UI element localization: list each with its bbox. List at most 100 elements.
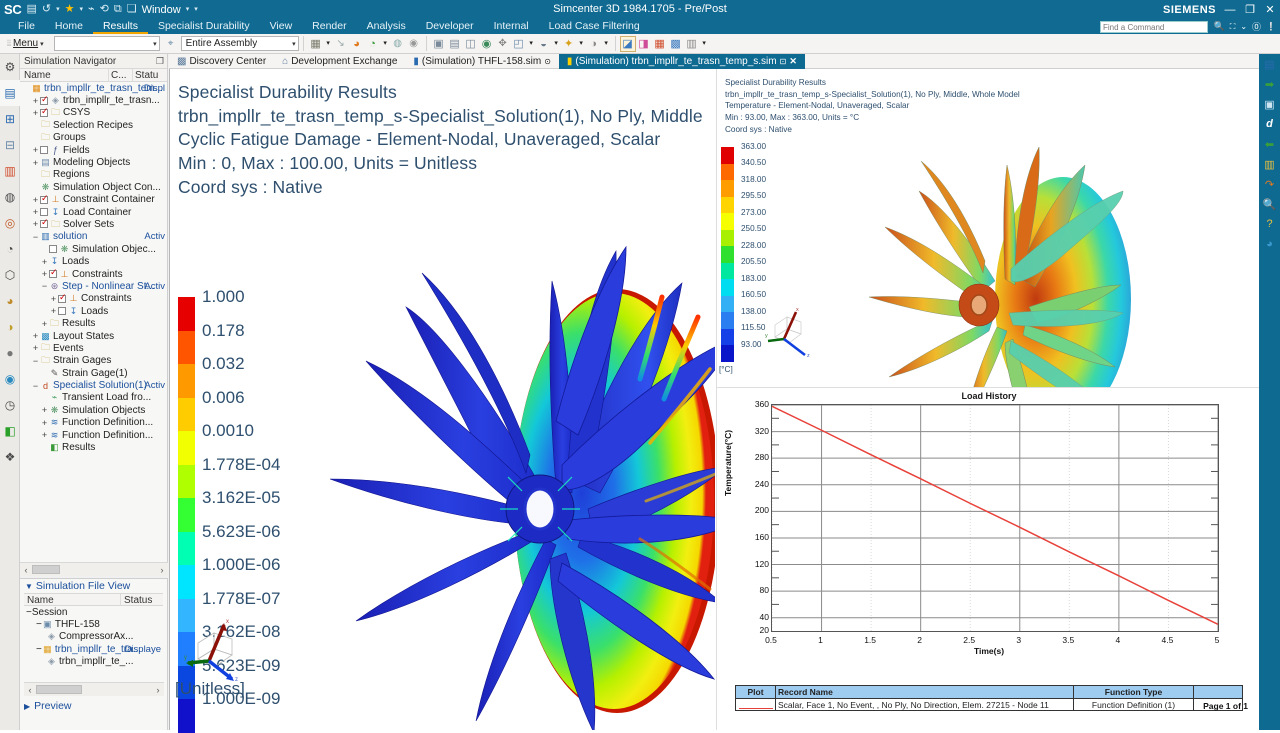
tab-specialist-durability[interactable]: Specialist Durability bbox=[157, 20, 250, 32]
simulation-navigator-icon[interactable]: ▤ bbox=[0, 80, 20, 106]
expand-icon[interactable]: + bbox=[32, 145, 39, 156]
tree-item[interactable]: + 🗀CSYS bbox=[20, 106, 167, 119]
system-navigator-icon[interactable]: ● bbox=[6, 346, 14, 360]
tree-item[interactable]: − 🗀 Strain Gages bbox=[20, 355, 167, 367]
copy-icon[interactable]: ⧉ bbox=[113, 3, 122, 15]
probe-icon[interactable]: ⌁ bbox=[88, 3, 95, 15]
tree-item[interactable]: ⌁ Transient Load fro... bbox=[20, 392, 167, 404]
tree-item-checkbox[interactable] bbox=[58, 292, 67, 303]
collapse-icon[interactable]: − bbox=[32, 380, 39, 391]
tree-item[interactable]: + ƒ Fields bbox=[20, 144, 167, 156]
file-view-row[interactable]: ◈ trbn_impllr_te_... bbox=[24, 656, 163, 668]
window-menu-caret-icon[interactable]: ▾ bbox=[185, 6, 190, 13]
expand-icon[interactable]: + bbox=[41, 417, 48, 428]
window-icon[interactable]: ❏ bbox=[126, 3, 137, 15]
expand-icon[interactable]: + bbox=[41, 269, 48, 280]
tree-item[interactable]: − ▥ solution Activ bbox=[20, 231, 167, 243]
shade-icon[interactable]: ◒ bbox=[540, 37, 547, 50]
tree-item[interactable]: 🗀 Selection Recipes bbox=[20, 119, 167, 131]
tree-item-checkbox[interactable] bbox=[40, 106, 49, 117]
tab-thfl-158-sim[interactable]: ▮ (Simulation) THFL-158.sim ⊙ bbox=[405, 54, 559, 69]
scroll-thumb[interactable] bbox=[32, 565, 60, 574]
close-button[interactable]: ✕ bbox=[1265, 4, 1275, 16]
collapse-icon[interactable]: − bbox=[26, 606, 32, 618]
search-help-icon[interactable]: 🔍 bbox=[1262, 198, 1277, 211]
preview-section-toggle[interactable]: ▶ Preview bbox=[24, 700, 72, 712]
graphics-window[interactable]: Specialist Durability Results trbn_impll… bbox=[169, 69, 1260, 733]
temperature-result-viewport[interactable]: Specialist Durability Results trbn_impll… bbox=[716, 69, 1260, 387]
expand-icon[interactable]: + bbox=[41, 318, 48, 329]
plot-legend-table[interactable]: Plot Record Name Function Type Scalar, F… bbox=[735, 685, 1243, 711]
expand-icon[interactable]: + bbox=[32, 95, 39, 106]
table-dropdown-icon[interactable]: ▾ bbox=[702, 39, 706, 47]
shade-dropdown-icon[interactable]: ▾ bbox=[554, 39, 558, 47]
column-header-name[interactable]: Name bbox=[24, 594, 121, 606]
load-history-chart[interactable]: Load History Temperature(°C) Time(s) Rea… bbox=[717, 388, 1261, 683]
expand-icon[interactable]: + bbox=[32, 331, 39, 341]
tree-item-checkbox[interactable] bbox=[40, 193, 49, 204]
column-header-c[interactable]: C... bbox=[109, 69, 133, 81]
web-browser-icon[interactable]: ◉ bbox=[4, 372, 16, 386]
pin-icon[interactable]: ⊡ bbox=[779, 56, 787, 66]
favorite-dropdown-icon[interactable]: ▾ bbox=[79, 6, 83, 13]
pan-icon[interactable]: ✥ bbox=[498, 37, 507, 49]
render-dropdown-icon[interactable]: ▾ bbox=[579, 39, 583, 47]
scroll-left-icon[interactable]: ‹ bbox=[24, 564, 28, 575]
geometry-icon[interactable]: ◍ bbox=[4, 190, 16, 204]
navigator-horizontal-scrollbar[interactable]: ‹ › bbox=[20, 562, 168, 576]
tree-item[interactable]: + ⊥Constraints bbox=[20, 267, 167, 280]
tree-item[interactable]: + 🗀 Events bbox=[20, 342, 167, 354]
back-icon[interactable]: ⬅ bbox=[1264, 138, 1275, 151]
expand-icon[interactable]: + bbox=[32, 157, 39, 168]
undo-dropdown-icon[interactable]: ▾ bbox=[56, 6, 60, 13]
select-edge-dropdown-icon[interactable]: ▾ bbox=[383, 39, 387, 47]
select-object-icon[interactable]: ▦ bbox=[310, 37, 321, 50]
rotate-icon[interactable]: ◉ bbox=[481, 37, 492, 50]
favorites-icon[interactable]: ❖ bbox=[4, 450, 16, 464]
zoom-window-icon[interactable]: ▤ bbox=[449, 37, 460, 50]
tree-item[interactable]: 🗀 Regions bbox=[20, 169, 167, 181]
tree-item-checkbox[interactable] bbox=[40, 94, 49, 105]
function-navigator-icon[interactable]: ▤ bbox=[1264, 58, 1275, 71]
tree-item[interactable]: + ❋ Simulation Objects bbox=[20, 404, 167, 416]
model-navigator-icon[interactable]: ⊞ bbox=[4, 112, 16, 126]
load-history-panel[interactable]: Load History Temperature(°C) Time(s) Rea… bbox=[716, 387, 1260, 730]
file-view-scrollbar[interactable]: ‹ › bbox=[24, 682, 164, 696]
deselect-icon[interactable]: ↘ bbox=[336, 37, 345, 49]
tree-item[interactable]: + ↧ Loads bbox=[20, 305, 167, 317]
tree-item-checkbox[interactable] bbox=[40, 146, 48, 155]
file-view-title-bar[interactable]: ▼ Simulation File View bbox=[20, 579, 167, 593]
help-icon[interactable]: ⓪ bbox=[1252, 22, 1262, 32]
table-icon[interactable]: ▥ bbox=[686, 37, 697, 50]
redo-help-icon[interactable]: ↷ bbox=[1264, 178, 1275, 191]
collapse-icon[interactable]: − bbox=[36, 643, 42, 655]
roles-icon[interactable]: ◑ bbox=[6, 320, 14, 334]
customize-qat-icon[interactable]: ▾ bbox=[194, 6, 198, 13]
tree-item[interactable]: ▦ trbn_impllr_te_trasn_tem... Displ bbox=[20, 82, 167, 94]
tree-item[interactable]: + ⊥Constraint Container bbox=[20, 193, 167, 206]
impeller-damage-render[interactable] bbox=[170, 69, 715, 730]
tab-home[interactable]: Home bbox=[54, 20, 83, 32]
durability-icon[interactable]: d bbox=[1266, 118, 1273, 130]
tree-item[interactable]: − d Specialist Solution(1) Activ bbox=[20, 379, 167, 391]
settings-icon[interactable]: ⚙ bbox=[4, 60, 16, 74]
tree-item[interactable]: + ≋ Function Definition... bbox=[20, 417, 167, 429]
tree-item[interactable]: ◧ Results bbox=[20, 441, 167, 453]
filter-combo[interactable]: ▾ bbox=[53, 36, 160, 51]
file-view-row[interactable]: − Session bbox=[24, 606, 163, 618]
file-view-row[interactable]: − ▦ trbn_impllr_te_tra... Displaye bbox=[24, 643, 163, 655]
scroll-right-icon[interactable]: › bbox=[156, 684, 160, 695]
tree-item[interactable]: ❋ Simulation Object Con... bbox=[20, 181, 167, 193]
scroll-thumb[interactable] bbox=[36, 685, 82, 694]
tree-item[interactable]: + ↧ Load Container bbox=[20, 206, 167, 218]
tab-view[interactable]: View bbox=[269, 20, 293, 32]
tab-analysis[interactable]: Analysis bbox=[366, 20, 406, 32]
info-icon[interactable]: ❕ bbox=[1266, 22, 1276, 31]
tab-load-case-filtering[interactable]: Load Case Filtering bbox=[548, 20, 640, 32]
question-icon[interactable]: ? bbox=[1266, 218, 1273, 230]
expand-icon[interactable]: + bbox=[50, 293, 57, 304]
tree-item-checkbox[interactable] bbox=[58, 307, 66, 316]
select-edge-icon[interactable]: ◔ bbox=[369, 37, 376, 50]
window-menu-label[interactable]: Window bbox=[141, 3, 181, 16]
pin-icon[interactable]: ⊙ bbox=[544, 56, 551, 66]
